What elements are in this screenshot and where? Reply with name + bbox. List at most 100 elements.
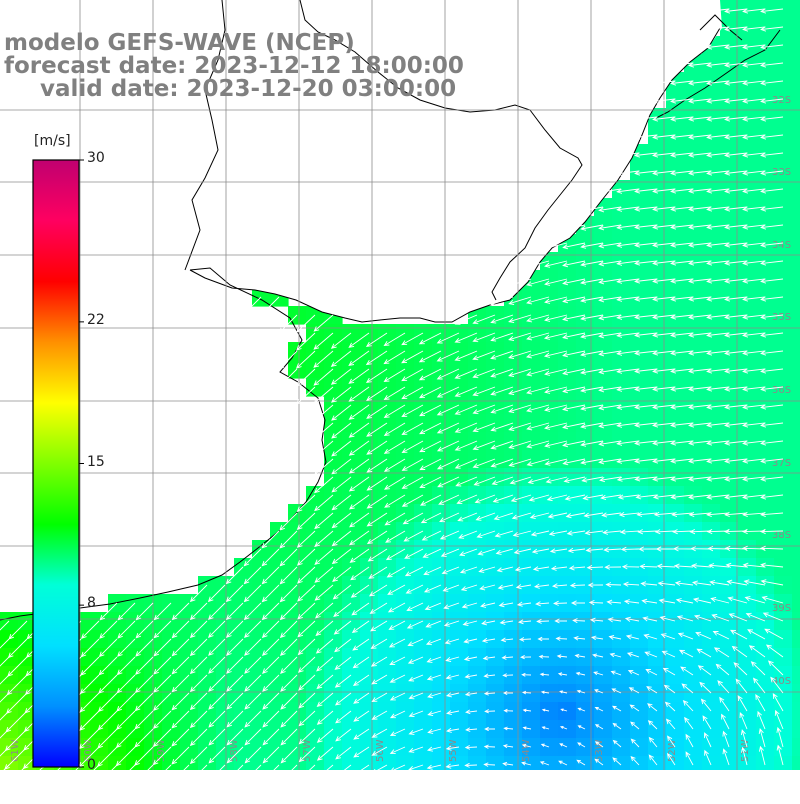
wind-arrow (135, 638, 154, 657)
wind-speed-cell (792, 288, 800, 307)
wind-arrow (326, 764, 334, 770)
wind-arrow (189, 692, 208, 711)
wind-speed-cell (324, 450, 343, 469)
wind-arrow (742, 116, 766, 122)
wind-arrow (330, 350, 352, 367)
wind-speed-cell (558, 432, 577, 451)
wind-arrow (760, 116, 784, 122)
wind-arrow (189, 638, 208, 657)
wind-arrow (760, 440, 784, 446)
wind-arrow (660, 633, 676, 640)
wind-speed-cell (774, 126, 793, 145)
longitude-label: 51W (740, 739, 751, 762)
wind-arrow (692, 597, 712, 604)
wind-speed-cell (666, 558, 685, 577)
wind-speed-cell (558, 522, 577, 541)
wind-arrow (480, 602, 496, 608)
wind-arrow (652, 458, 676, 464)
wind-arrow (401, 332, 424, 346)
wind-speed-cell (576, 234, 595, 253)
wind-speed-cell (666, 630, 685, 649)
wind-arrow (634, 476, 658, 482)
wind-speed-cell (396, 378, 415, 397)
wind-speed-cell (612, 576, 631, 595)
wind-arrow (472, 440, 496, 451)
wind-speed-cell (378, 558, 397, 577)
wind-arrow (616, 296, 640, 302)
wind-speed-cell (396, 324, 415, 343)
wind-arrow (475, 512, 496, 521)
wind-arrow (454, 314, 478, 325)
wind-arrow (454, 386, 478, 397)
wind-speed-cell (432, 396, 451, 415)
wind-speed-cell (576, 396, 595, 415)
wind-arrow (315, 638, 334, 654)
wind-speed-cell (540, 378, 559, 397)
wind-arrow (367, 548, 388, 562)
wind-arrow (226, 656, 244, 674)
wind-arrow (634, 368, 658, 374)
wind-speed-cell (360, 360, 379, 379)
wind-arrow (580, 332, 604, 339)
wind-speed-cell (324, 540, 343, 559)
wind-speed-cell (378, 630, 397, 649)
wind-speed-cell (432, 612, 451, 631)
wind-arrow (617, 494, 640, 500)
wind-speed-cell (342, 504, 361, 523)
wind-arrow (760, 134, 784, 140)
wind-arrow (760, 8, 784, 14)
wind-speed-cell (774, 630, 793, 649)
wind-arrow (366, 458, 388, 473)
wind-arrow (715, 663, 730, 676)
wind-arrow (314, 530, 334, 548)
wind-arrow (331, 458, 352, 475)
wind-speed-cell (792, 180, 800, 199)
wind-speed-cell (432, 522, 451, 541)
wind-arrow (722, 748, 730, 766)
wind-arrow (472, 368, 496, 379)
wind-speed-cell (792, 756, 800, 770)
wind-speed-cell (342, 324, 361, 343)
wind-arrow (383, 368, 406, 383)
wind-arrow (760, 278, 784, 284)
wind-speed-cell (774, 702, 793, 721)
wind-speed-cell (540, 684, 559, 703)
latitude-label: 32S (772, 95, 791, 106)
wind-speed-cell (612, 702, 631, 721)
wind-speed-cell (486, 756, 505, 770)
wind-speed-cell (774, 486, 793, 505)
wind-arrow (313, 332, 334, 350)
wind-speed-cell (324, 720, 343, 739)
latitude-label: 38S (772, 530, 791, 541)
wind-arrow (458, 530, 478, 539)
wind-arrow (685, 751, 694, 766)
wind-speed-cell (594, 504, 613, 523)
wind-arrow (117, 602, 136, 621)
wind-speed-cell (450, 414, 469, 433)
wind-arrow (407, 638, 424, 647)
wind-arrow (594, 758, 604, 766)
wind-arrow (562, 422, 586, 430)
wind-arrow (225, 566, 244, 585)
wind-speed-cell (306, 504, 325, 523)
wind-arrow (706, 314, 730, 320)
wind-arrow (483, 673, 496, 679)
wind-arrow (742, 350, 766, 356)
wind-speed-cell (306, 648, 325, 667)
wind-arrow (563, 476, 586, 483)
wind-arrow (472, 332, 496, 343)
wind-arrow (539, 761, 550, 766)
wind-arrow (758, 727, 766, 748)
wind-arrow (189, 728, 208, 747)
wind-arrow (544, 404, 568, 412)
wind-speed-cell (594, 468, 613, 487)
wind-arrow (589, 617, 604, 623)
wind-arrow (634, 206, 658, 212)
wind-arrow (366, 530, 388, 545)
wind-arrow (612, 757, 622, 766)
wind-arrow (760, 224, 784, 230)
wind-arrow (544, 422, 568, 430)
wind-arrow (634, 170, 658, 176)
wind-arrow (688, 296, 712, 302)
wind-speed-cell (504, 378, 523, 397)
